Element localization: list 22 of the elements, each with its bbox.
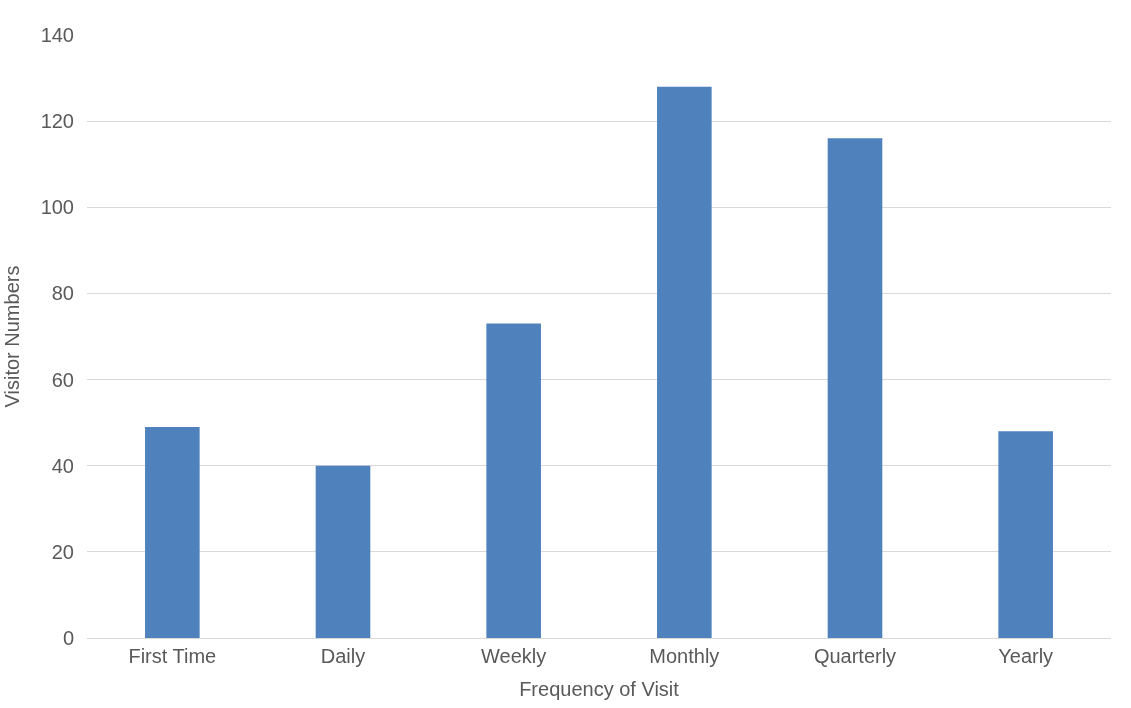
bar: [657, 86, 712, 638]
x-tick-label: First Time: [128, 645, 217, 667]
x-tick-label: Monthly: [649, 645, 720, 667]
y-tick-label: 80: [51, 282, 74, 305]
y-tick-label: 140: [40, 24, 74, 46]
y-tick-label: 40: [51, 454, 74, 477]
bar: [315, 465, 371, 638]
bar: [827, 138, 883, 638]
x-axis-title: Frequency of Visit: [519, 677, 680, 700]
bar: [486, 323, 541, 638]
bar: [998, 431, 1053, 638]
x-tick-label: Quarterly: [813, 645, 897, 667]
y-tick-label: 60: [51, 368, 74, 391]
x-tick-label: Daily: [320, 645, 366, 667]
y-tick-label: 20: [51, 540, 74, 563]
x-tick-label: Yearly: [998, 645, 1054, 667]
y-tick-label: 100: [40, 196, 74, 219]
y-tick-label: 0: [62, 627, 74, 649]
x-tick-label: Weekly: [481, 645, 547, 667]
bar: [145, 426, 200, 638]
y-axis-title: Visitor Numbers: [1, 265, 24, 408]
y-tick-label: 120: [40, 110, 74, 133]
